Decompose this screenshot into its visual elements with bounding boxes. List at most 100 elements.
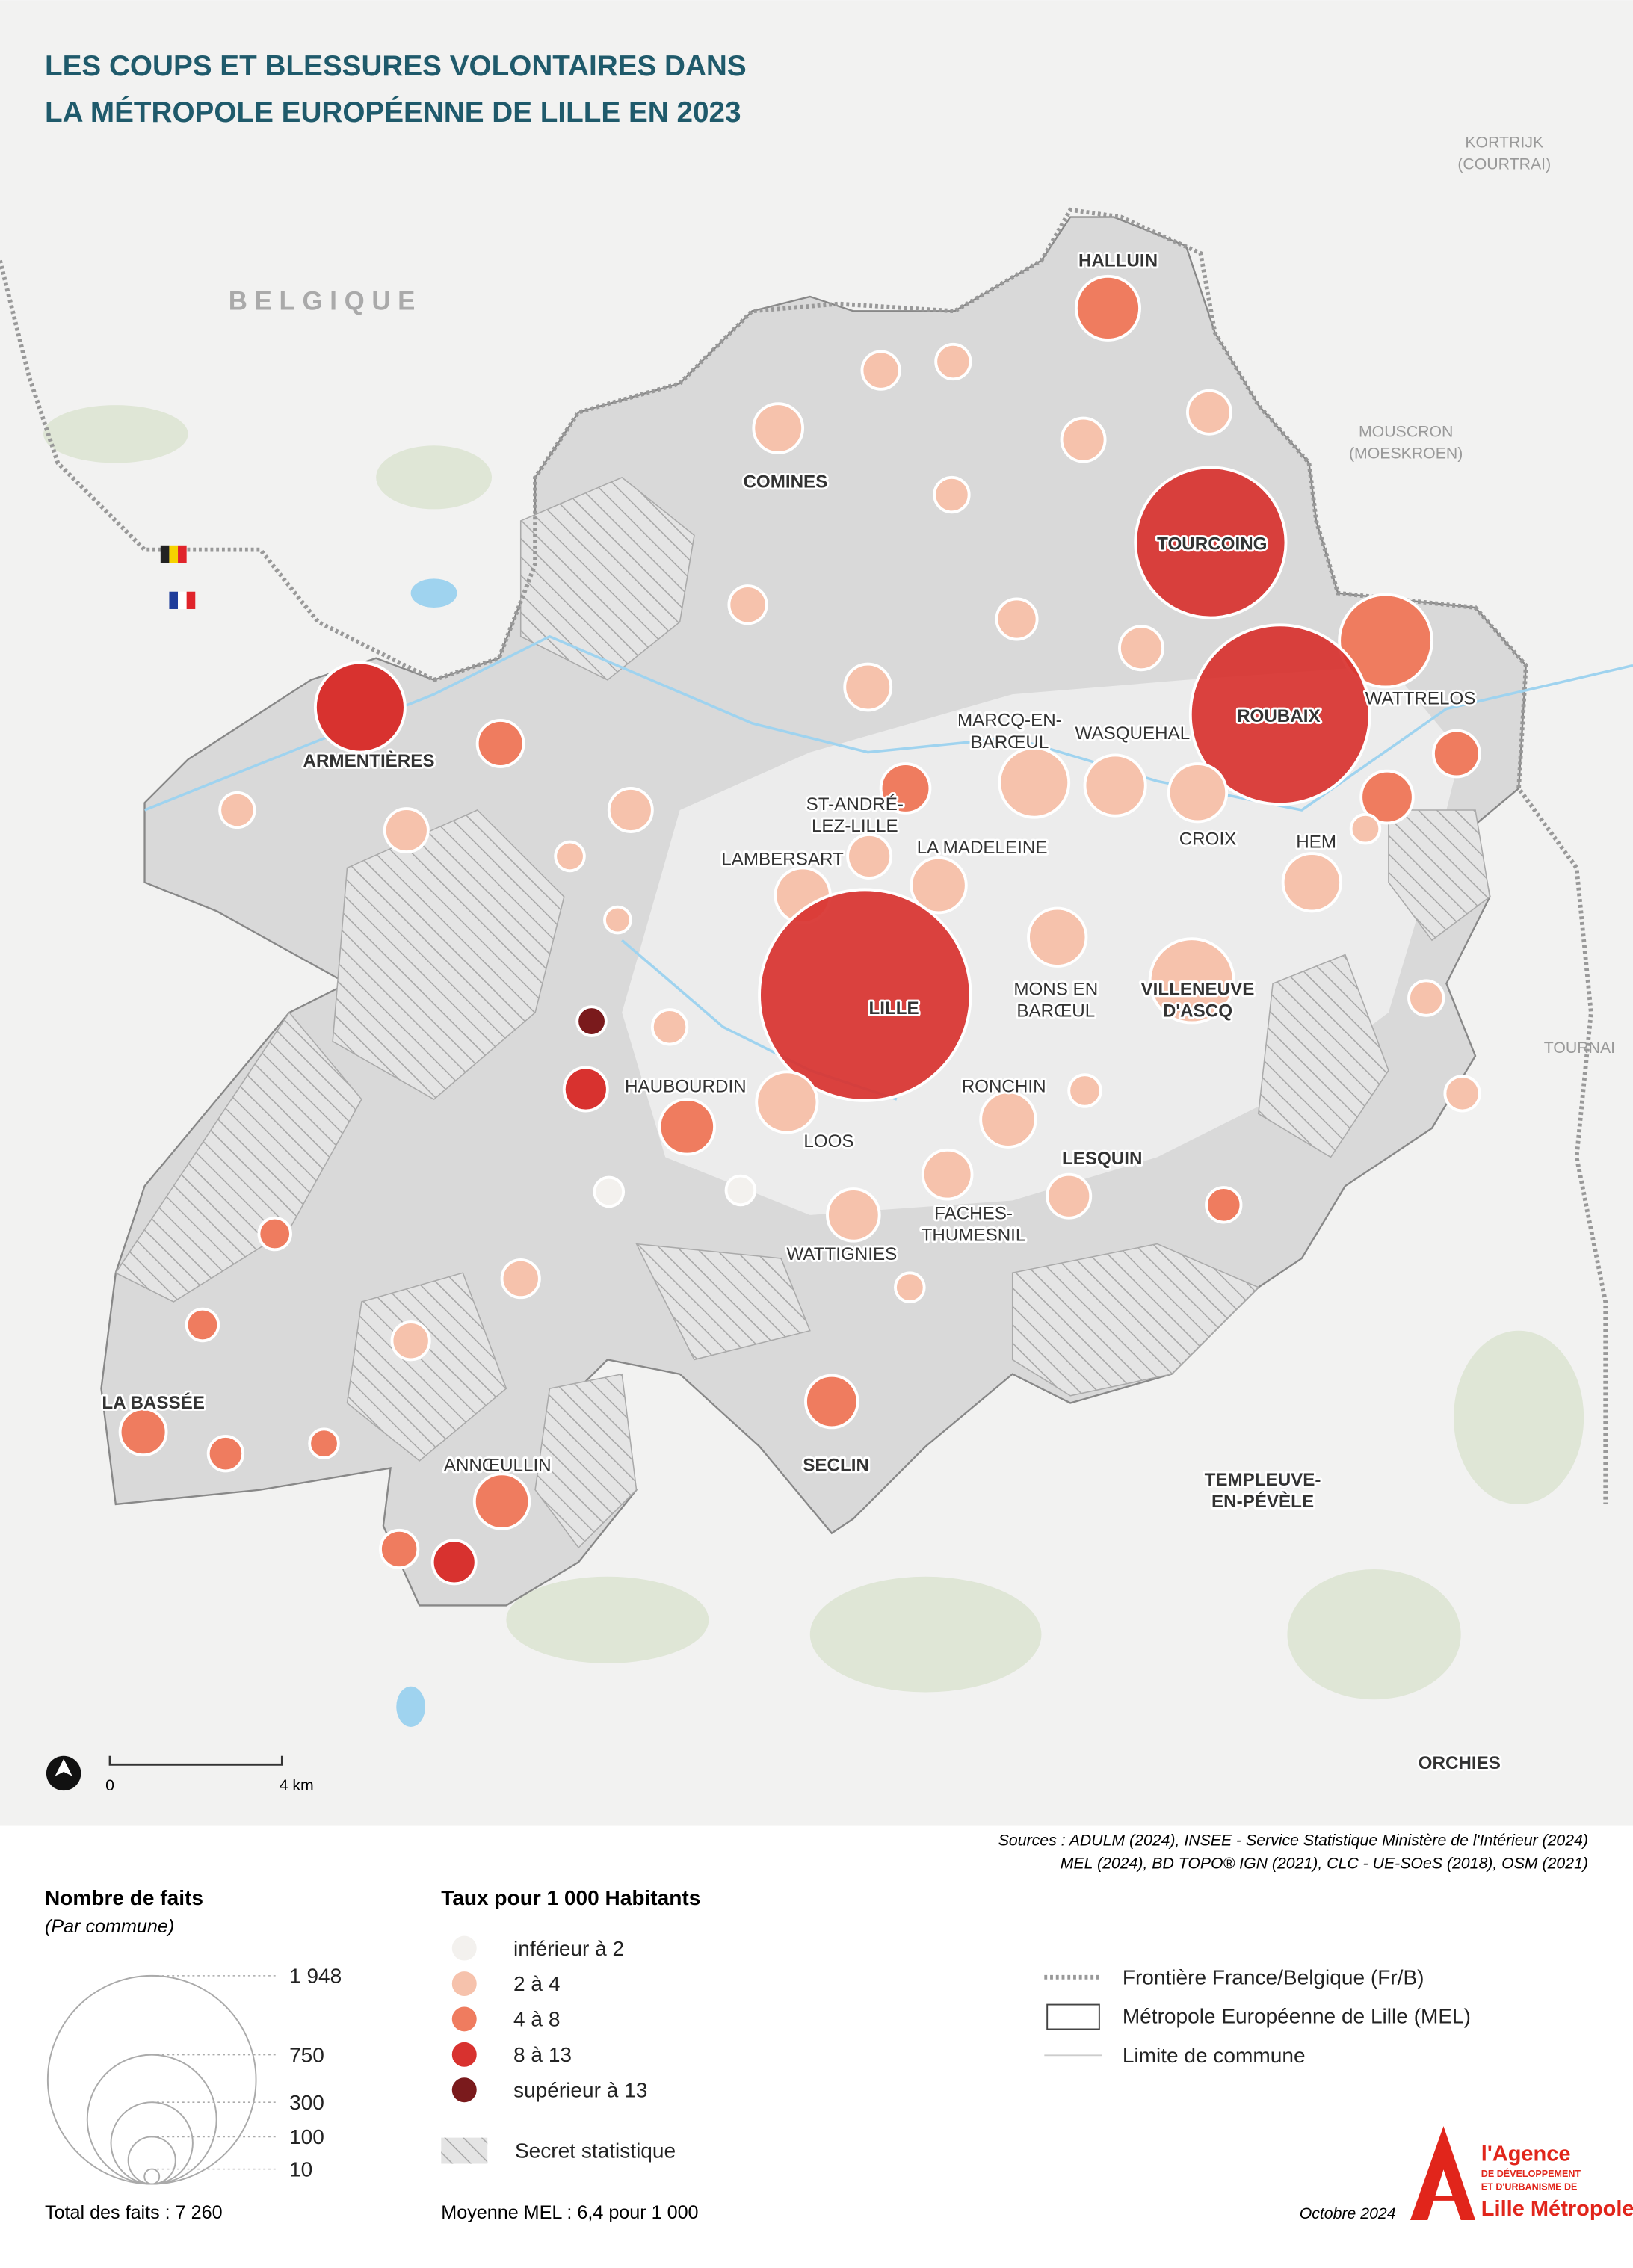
place-label: MONS EN xyxy=(1013,980,1098,1000)
commune-bubble xyxy=(1281,852,1342,913)
commune-bubble xyxy=(475,719,525,768)
place-label: HALLUIN xyxy=(1078,250,1158,271)
commune-bubble xyxy=(118,1407,168,1457)
average: Moyenne MEL : 6,4 pour 1 000 xyxy=(441,2202,698,2223)
flags xyxy=(160,545,196,609)
place-label: BARŒUL xyxy=(1016,1001,1095,1022)
date: Octobre 2024 xyxy=(1300,2204,1396,2222)
commune-bubble xyxy=(1060,416,1107,463)
place-label: LA BASSÉE xyxy=(102,1392,205,1413)
commune-bubble xyxy=(910,856,968,915)
mel-swatch xyxy=(1046,2003,1100,2030)
place-label: ORCHIES xyxy=(1419,1753,1501,1773)
commune-bubble xyxy=(383,807,430,854)
place-label: BARŒUL xyxy=(970,732,1049,753)
commune-bubble xyxy=(1443,1075,1481,1113)
scale-bar xyxy=(108,1755,283,1766)
commune-bubble xyxy=(1205,1186,1243,1224)
commune-bubble xyxy=(1407,979,1445,1017)
logo-text: ET D'URBANISME DE xyxy=(1481,2181,1578,2192)
commune-bubble xyxy=(1188,623,1371,806)
place-label: WATTIGNIES xyxy=(786,1244,897,1264)
lake xyxy=(396,1686,425,1727)
size-legend-label: 100 xyxy=(289,2125,324,2148)
title-line: LA MÉTROPOLE EUROPÉENNE DE LILLE EN 2023 xyxy=(45,96,741,129)
size-legend-label: 10 xyxy=(289,2157,312,2181)
commune-bubble xyxy=(727,584,768,625)
commune-bubble xyxy=(593,1175,626,1208)
size-legend-circle xyxy=(143,2168,161,2185)
commune-bubble xyxy=(752,402,805,454)
commune-bubble xyxy=(826,1187,881,1243)
commune-bubble xyxy=(1338,593,1433,689)
place-label: TOURCOING xyxy=(1157,534,1267,554)
secret-areas xyxy=(114,476,1491,1549)
commune-bubble xyxy=(921,1148,974,1201)
size-legend-circle xyxy=(46,1974,257,2185)
place-label: MOUSCRON xyxy=(1359,423,1453,441)
commune-bubble xyxy=(1074,274,1141,342)
commune-bubble xyxy=(933,475,971,514)
sources: Sources : ADULM (2024), INSEE - Service … xyxy=(998,1832,1588,1850)
commune-bubble xyxy=(1148,937,1235,1025)
commune-bubble xyxy=(575,1005,608,1037)
commune-bubble xyxy=(650,1008,689,1046)
commune-bubble xyxy=(1167,762,1229,824)
place-label: CROIX xyxy=(1179,829,1237,849)
rate-legend: inférieur à 2 2 à 4 4 à 8 8 à 13 supérieur à… xyxy=(450,1934,647,2104)
secret-swatch xyxy=(441,2137,488,2164)
logo-text: DE DÉVELOPPEMENT xyxy=(1481,2168,1581,2179)
place-label: ANNŒULLIN xyxy=(444,1455,552,1475)
commune-bubble xyxy=(313,661,407,754)
rate-label: 2 à 4 xyxy=(513,1972,560,1995)
rate-swatch xyxy=(450,1934,478,1962)
place-label: LESQUIN xyxy=(1062,1149,1143,1169)
commune-bubble xyxy=(894,1271,926,1303)
rate-label: supérieur à 13 xyxy=(513,2078,647,2101)
commune-bubble xyxy=(1046,1172,1093,1220)
place-label: FACHES- xyxy=(934,1204,1013,1224)
commune-bubble xyxy=(1431,729,1481,779)
commune-bubble xyxy=(724,1174,757,1207)
commune-bubble xyxy=(879,762,932,815)
north-arrow xyxy=(46,1755,81,1791)
commune-bubble xyxy=(430,1539,478,1586)
commune-bubble xyxy=(843,662,893,712)
place-label: LILLE xyxy=(868,998,919,1019)
place-label: D'ASCQ xyxy=(1163,1001,1232,1022)
place-label: ROUBAIX xyxy=(1237,706,1321,726)
commune-bubble xyxy=(995,597,1039,641)
map-legend-label: Frontière France/Belgique (Fr/B) xyxy=(1123,1965,1424,1989)
commune-bubble xyxy=(185,1307,220,1343)
lake xyxy=(410,578,457,608)
place-label: EN-PÉVÈLE xyxy=(1211,1491,1314,1512)
commune-bubble xyxy=(308,1427,340,1459)
commune-bubble xyxy=(379,1528,420,1570)
size-legend-title: Nombre de faits xyxy=(45,1886,203,1909)
map-legend-label: Métropole Européenne de Lille (MEL) xyxy=(1123,2005,1471,2028)
commune-bubble xyxy=(603,905,632,935)
logo-text: l'Agence xyxy=(1481,2142,1571,2166)
place-label: ARMENTIÈRES xyxy=(303,750,434,771)
scale-label: 4 km xyxy=(280,1776,314,1794)
total: Total des faits : 7 260 xyxy=(45,2202,223,2223)
place-label: HEM xyxy=(1296,832,1336,852)
place-labels: HALLUIN COMINES TOURCOING ROUBAIX ARMENTIÈRE… xyxy=(99,134,1615,1776)
size-legend-circle xyxy=(127,2136,176,2185)
commune-bubble xyxy=(1027,906,1088,968)
commune-bubble xyxy=(257,1216,292,1252)
map-legend-label: Limite de commune xyxy=(1123,2044,1306,2067)
scale-label: 0 xyxy=(105,1776,114,1794)
sources: MEL (2024), BD TOPO® IGN (2021), CLC - U… xyxy=(1061,1855,1588,1873)
rate-swatch xyxy=(450,2040,478,2068)
place-label: COMINES xyxy=(743,472,827,492)
place-label: TEMPLEUVE- xyxy=(1205,1470,1321,1490)
size-legend-circle xyxy=(110,2101,194,2185)
place-label: KORTRIJK xyxy=(1465,134,1543,152)
place-label: ST-ANDRÉ- xyxy=(806,794,904,815)
place-label: THUMESNIL xyxy=(922,1226,1026,1246)
commune-bubble xyxy=(860,350,901,391)
rate-label: 8 à 13 xyxy=(513,2043,572,2066)
size-legend-subtitle: (Par commune) xyxy=(45,1916,174,1937)
